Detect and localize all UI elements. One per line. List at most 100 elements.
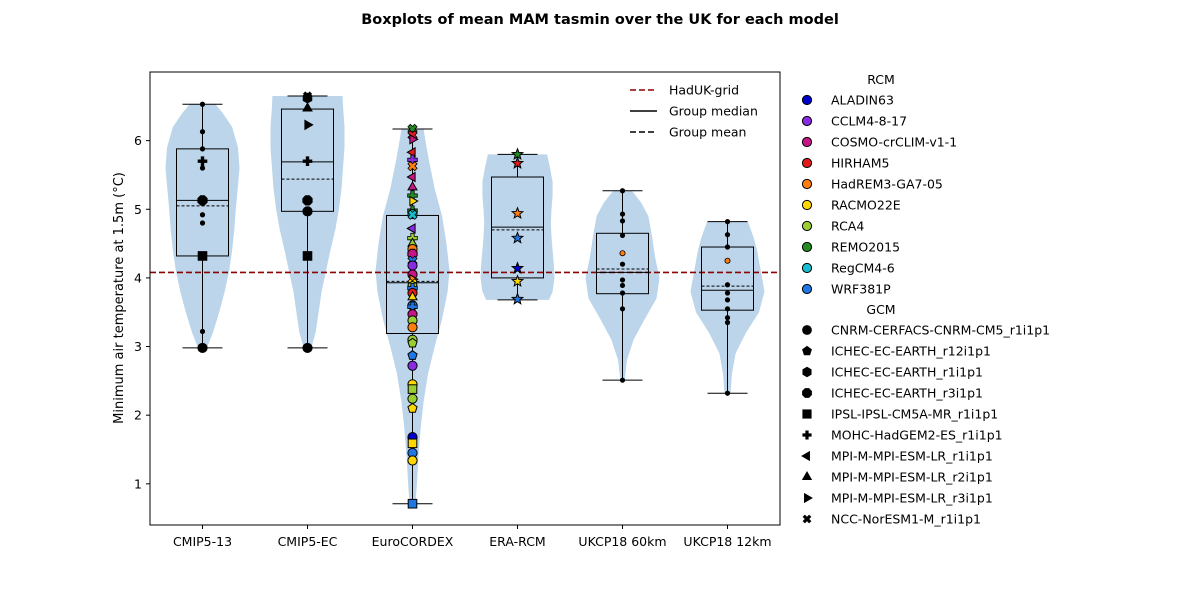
legend-rcm-marker bbox=[801, 136, 813, 148]
data-point-5-1 bbox=[724, 232, 731, 238]
legend-rcm-marker bbox=[801, 115, 813, 127]
data-point-2-44 bbox=[407, 498, 418, 509]
data-point-4-4 bbox=[619, 250, 626, 257]
line-legend: HadUK-grid Group median Group mean bbox=[630, 83, 758, 140]
data-point-0-4 bbox=[199, 165, 206, 171]
legend-gcm-marker bbox=[802, 345, 812, 356]
legend-gcm-marker bbox=[802, 514, 812, 524]
data-point-4-2 bbox=[619, 218, 626, 224]
y-tick-label: 4 bbox=[134, 270, 142, 285]
violin-0 bbox=[165, 104, 240, 348]
legend-gcm-label: ICHEC-EC-EARTH_r12i1p1 bbox=[831, 344, 991, 359]
data-point-0-7 bbox=[199, 220, 206, 226]
data-point-2-33 bbox=[407, 337, 418, 348]
legend-gcm-title: GCM bbox=[866, 302, 895, 317]
legend-rcm-label: HIRHAM5 bbox=[831, 156, 889, 171]
y-tick-label: 1 bbox=[134, 476, 142, 491]
data-point-5-3 bbox=[724, 257, 731, 264]
data-point-3-2 bbox=[510, 206, 525, 220]
data-point-5-0 bbox=[724, 219, 731, 225]
data-point-4-0 bbox=[619, 188, 626, 194]
legend-rcm-label: RCA4 bbox=[831, 219, 864, 234]
data-point-5-6 bbox=[724, 297, 731, 303]
legend-gcm-marker bbox=[801, 450, 810, 462]
legend-gcm-label: MPI-M-MPI-ESM-LR_r1i1p1 bbox=[831, 449, 993, 464]
data-point-4-8 bbox=[619, 290, 626, 296]
data-point-2-13 bbox=[406, 223, 416, 234]
data-point-3-4 bbox=[510, 261, 525, 274]
data-point-0-1 bbox=[199, 129, 206, 135]
data-point-5-2 bbox=[724, 244, 731, 250]
legend-gcm-marker bbox=[804, 492, 813, 504]
data-point-1-1 bbox=[302, 92, 313, 104]
data-point-0-3 bbox=[197, 156, 208, 167]
x-tick-label: ERA-RCM bbox=[489, 534, 545, 549]
legend-rcm-marker bbox=[801, 157, 813, 169]
legend-gcm-marker bbox=[802, 430, 812, 440]
data-point-5-8 bbox=[724, 315, 731, 321]
data-point-1-5 bbox=[302, 195, 313, 206]
data-point-2-37 bbox=[407, 384, 418, 394]
data-point-4-9 bbox=[619, 306, 626, 312]
legend-rcm-marker bbox=[801, 241, 813, 253]
data-point-4-5 bbox=[619, 261, 626, 267]
data-point-2-34 bbox=[407, 350, 418, 360]
data-point-0-6 bbox=[199, 212, 206, 218]
y-tick-label: 3 bbox=[134, 339, 142, 354]
legend-rcm-title: RCM bbox=[867, 72, 895, 87]
legend-rcm-marker bbox=[801, 94, 813, 106]
legend-rcm-marker bbox=[801, 262, 813, 274]
legend-gcm-label: ICHEC-EC-EARTH_r3i1p1 bbox=[831, 386, 983, 401]
data-point-0-5 bbox=[197, 195, 208, 206]
y-tick-label: 5 bbox=[134, 202, 142, 217]
legend-rcm-marker bbox=[801, 283, 813, 295]
x-tick-label: EuroCORDEX bbox=[372, 534, 454, 549]
legend-gcm-label: MOHC-HadGEM2-ES_r1i1p1 bbox=[831, 428, 1003, 443]
data-point-2-31 bbox=[407, 322, 418, 333]
legend-rcm-label: HadREM3-GA7-05 bbox=[831, 177, 943, 192]
data-point-2-5 bbox=[407, 160, 418, 172]
data-point-0-10 bbox=[197, 342, 208, 354]
legend-rcm-label: RACMO22E bbox=[831, 198, 901, 213]
legend-gcm-marker bbox=[802, 325, 812, 335]
data-point-1-6 bbox=[302, 206, 313, 217]
data-point-0-9 bbox=[199, 328, 206, 335]
data-point-3-3 bbox=[510, 231, 525, 244]
data-point-0-8 bbox=[197, 251, 208, 261]
legend-rcm-label: CCLM4-8-17 bbox=[831, 114, 907, 129]
legend-rcm-label: COSMO-crCLIM-v1-1 bbox=[831, 135, 957, 150]
legend-gcm-label: NCC-NorESM1-M_r1i1p1 bbox=[831, 512, 981, 527]
data-point-2-19 bbox=[407, 260, 418, 271]
legend-rcm-marker bbox=[801, 199, 813, 211]
data-point-2-43 bbox=[407, 455, 418, 466]
data-point-4-10 bbox=[619, 377, 626, 383]
data-point-3-1 bbox=[510, 156, 525, 169]
data-point-5-4 bbox=[724, 282, 731, 288]
data-point-3-5 bbox=[510, 274, 525, 287]
chart-title: Boxplots of mean MAM tasmin over the UK … bbox=[361, 12, 839, 28]
data-point-1-7 bbox=[302, 251, 313, 261]
marker-legend: RCM ALADIN63 CCLM4-8-17 COSMO-crCLIM-v1-1 HI… bbox=[801, 72, 1050, 527]
data-point-5-9 bbox=[724, 319, 731, 326]
data-point-2-7 bbox=[407, 181, 418, 191]
data-point-2-39 bbox=[407, 402, 418, 413]
legend-rcm-marker bbox=[801, 178, 813, 190]
legend-gcm-marker bbox=[801, 471, 813, 480]
y-axis-label: Minimum air temperature at 1.5m (°C) bbox=[112, 172, 127, 424]
y-tick-label: 6 bbox=[134, 133, 142, 148]
data-point-2-9 bbox=[409, 195, 419, 207]
data-point-1-2 bbox=[302, 102, 313, 112]
legend-gcm-marker bbox=[802, 388, 812, 398]
data-point-4-7 bbox=[619, 282, 626, 289]
legend-rcm-label: REMO2015 bbox=[831, 240, 900, 255]
data-point-0-2 bbox=[199, 146, 206, 152]
legend-rcm-label: WRF381P bbox=[831, 282, 891, 297]
data-point-2-26 bbox=[407, 290, 418, 301]
data-point-5-5 bbox=[724, 290, 731, 296]
data-point-4-3 bbox=[619, 232, 626, 238]
x-tick-label: UKCP18 12km bbox=[683, 534, 771, 549]
legend-rcm-marker bbox=[801, 220, 813, 232]
data-point-2-3 bbox=[406, 146, 416, 158]
data-point-1-3 bbox=[304, 119, 314, 131]
